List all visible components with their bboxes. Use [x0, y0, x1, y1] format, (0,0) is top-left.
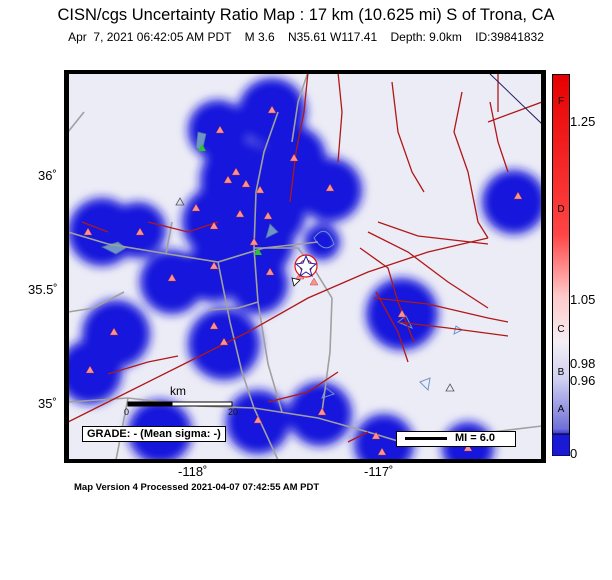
lat-label-35-5: 35.5˚ [28, 282, 58, 297]
scale-km-label: km [170, 384, 186, 398]
scale-tick-0: 0 [124, 407, 130, 417]
colorbar-letter-a: A [557, 404, 565, 415]
lon-label-117: -117˚ [364, 464, 394, 479]
lon-label-118: -118˚ [178, 464, 208, 479]
uncertainty-map [68, 72, 542, 460]
colorbar-value-0-96: 0.96 [570, 373, 596, 388]
lat-label-36: 36˚ [38, 168, 57, 183]
fault-lines [68, 72, 542, 443]
colorbar-value-0: 0 [570, 446, 578, 461]
colorbar-value-1-05: 1.05 [570, 292, 596, 307]
map-footer: Map Version 4 Processed 2021-04-07 07:42… [74, 482, 320, 493]
epicenter-marker [291, 254, 318, 287]
scale-bar [127, 401, 233, 407]
magnitude-legend-box [396, 431, 516, 447]
colorbar [552, 74, 570, 456]
boundary-line [487, 72, 542, 125]
colorbar-letter-f: F [557, 96, 565, 107]
water-bodies [100, 131, 279, 255]
colorbar-letter-b: B [557, 367, 565, 378]
low-uncertainty-regions [68, 78, 542, 460]
colorbar-value-0-98: 0.98 [570, 356, 596, 371]
lat-label-35: 35˚ [38, 396, 57, 411]
map-subtitle: Apr 7, 2021 06:42:05 AM PDT M 3.6 N35.61… [68, 30, 544, 44]
colorbar-value-1-25: 1.25 [570, 114, 596, 129]
green-stations [198, 144, 262, 255]
colorbar-letter-d: D [557, 204, 565, 215]
magnitude-legend-label: MI = 6.0 [455, 432, 496, 444]
magnitude-legend-bar [405, 437, 447, 440]
map-title: CISN/cgs Uncertainty Ratio Map : 17 km (… [57, 6, 555, 24]
colorbar-letter-c: C [557, 324, 565, 335]
water-outlines [313, 230, 463, 399]
scale-tick-20: 20 [228, 407, 239, 417]
open-stations [175, 197, 455, 392]
grade-box: GRADE: - (Mean sigma: -) [82, 426, 226, 442]
